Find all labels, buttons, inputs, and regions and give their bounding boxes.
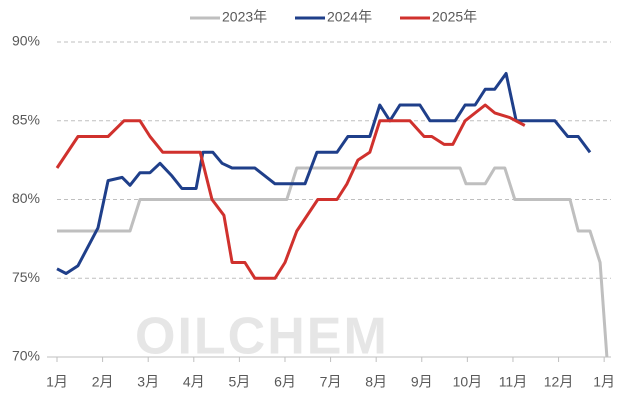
x-tick-label: 7月 bbox=[320, 374, 342, 390]
line bbox=[55, 103, 526, 280]
x-tick-label: 12月 bbox=[544, 374, 574, 390]
y-tick-label: 85% bbox=[12, 111, 40, 127]
x-tick-label: 2月 bbox=[92, 374, 114, 390]
x-tick-label: 1月 bbox=[46, 374, 68, 390]
x-tick-label: 9月 bbox=[411, 374, 433, 390]
x-tick-label: 5月 bbox=[228, 374, 250, 390]
x-tick-label: 4月 bbox=[183, 374, 205, 390]
x-tick-label: 10月 bbox=[453, 374, 483, 390]
legend-label: 2024年 bbox=[327, 9, 372, 25]
x-tick-label: 6月 bbox=[274, 374, 296, 390]
line bbox=[56, 72, 592, 275]
y-tick-label: 70% bbox=[12, 348, 40, 364]
legend-label: 2023年 bbox=[222, 9, 267, 25]
legend-label: 2025年 bbox=[432, 9, 477, 25]
y-tick-label: 75% bbox=[12, 269, 40, 285]
x-tick-label: 11月 bbox=[499, 374, 528, 390]
y-tick-label: 90% bbox=[12, 33, 40, 49]
y-tick-label: 80% bbox=[12, 190, 40, 206]
x-tick-label: 3月 bbox=[137, 374, 159, 390]
x-tick-label: 1月 bbox=[593, 374, 615, 390]
x-tick-label: 8月 bbox=[365, 374, 387, 390]
watermark: OILCHEM bbox=[135, 308, 389, 366]
